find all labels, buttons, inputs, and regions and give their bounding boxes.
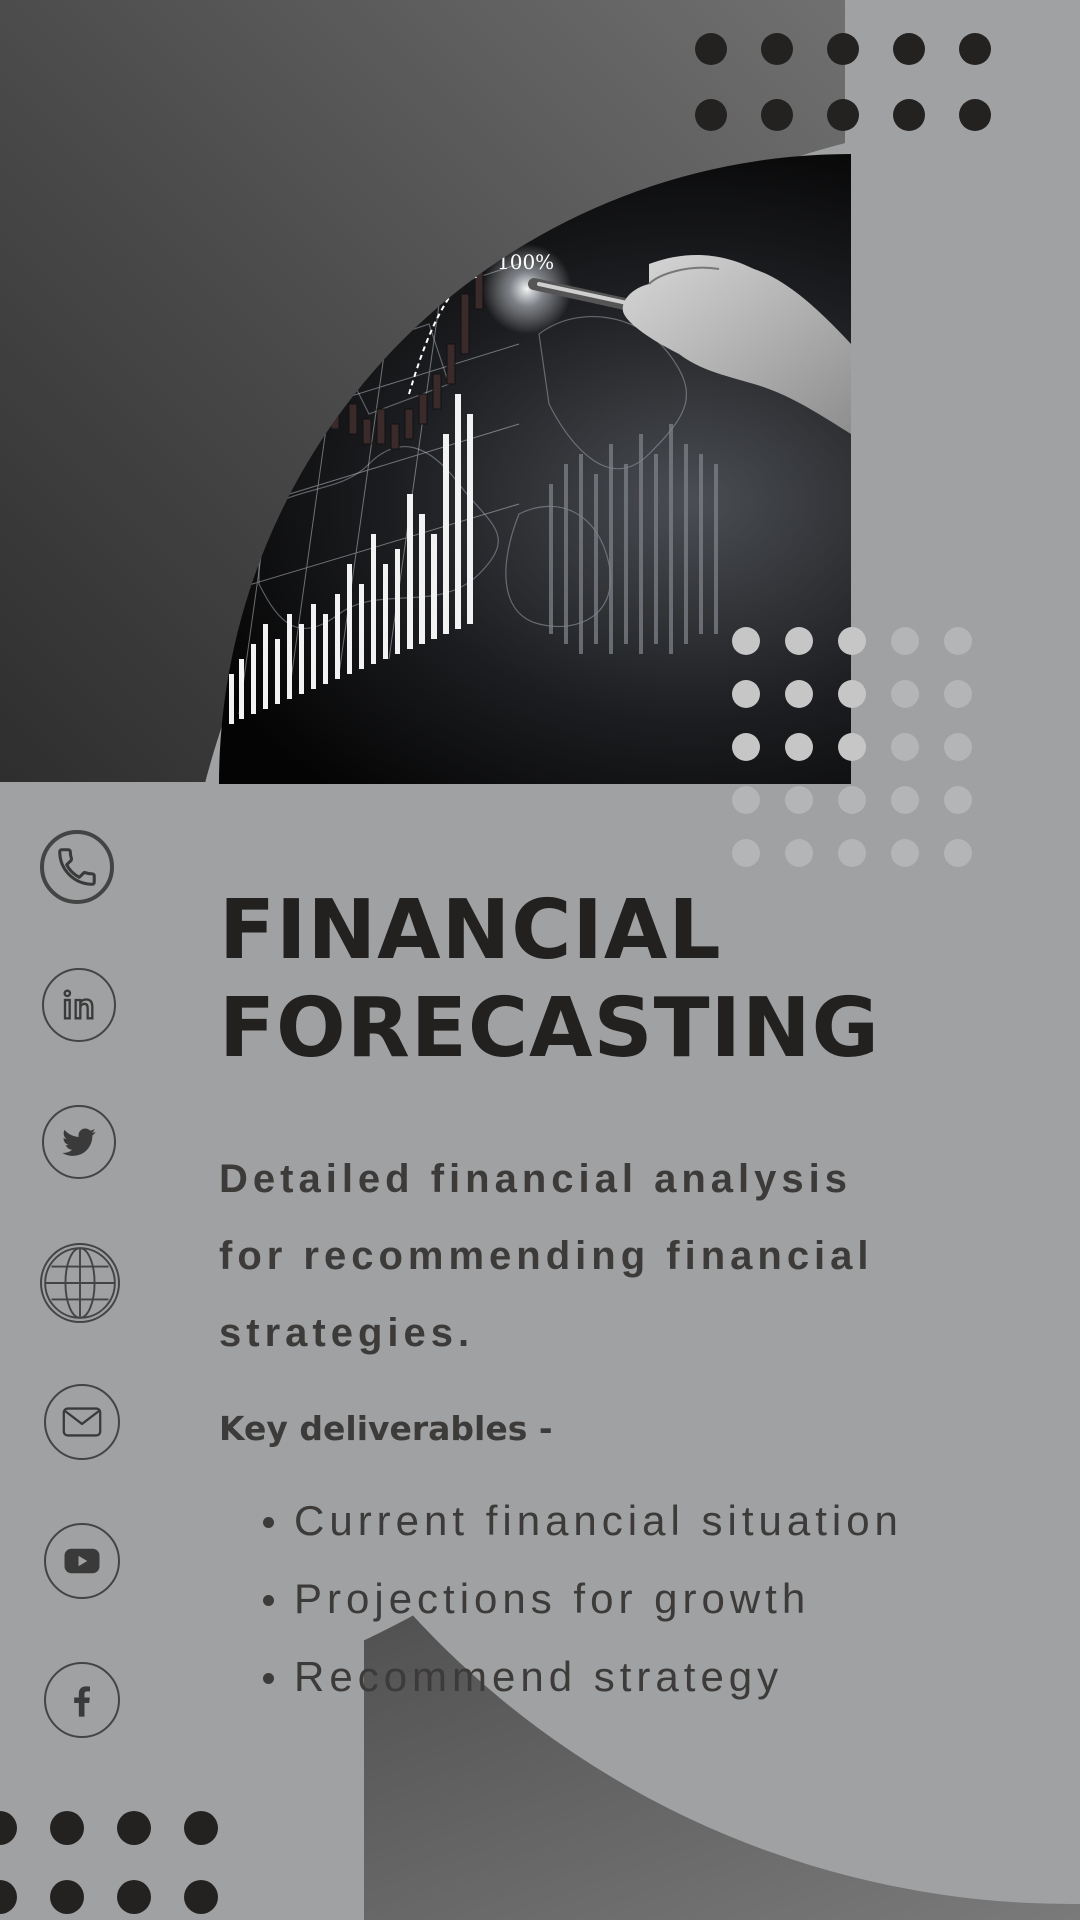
email-icon[interactable] <box>44 1384 120 1460</box>
deliverables-heading: Key deliverables - <box>219 1409 553 1448</box>
hand-with-pen <box>528 254 851 434</box>
middle-dot-pattern <box>732 627 972 867</box>
top-dot-pattern <box>695 33 991 131</box>
linkedin-icon[interactable] <box>42 968 116 1042</box>
list-item: Projections for growth <box>257 1560 903 1638</box>
deliverables-list: Current financial situation Projections … <box>257 1482 903 1716</box>
description-text: Detailed financial analysis for recommen… <box>219 1157 874 1355</box>
youtube-icon[interactable] <box>44 1523 120 1599</box>
bar-chart-bars <box>229 394 473 724</box>
chart-glow <box>482 244 572 334</box>
list-item: Current financial situation <box>257 1482 903 1560</box>
bottom-dot-pattern <box>0 1811 218 1914</box>
globe-icon[interactable] <box>40 1243 120 1323</box>
facebook-icon[interactable] <box>44 1662 120 1738</box>
phone-icon[interactable] <box>40 830 114 904</box>
poster-title: FINANCIAL FORECASTING <box>219 882 880 1078</box>
trend-arrow <box>408 271 470 395</box>
title-line-2: FORECASTING <box>219 981 880 1076</box>
list-item: Recommend strategy <box>257 1638 903 1716</box>
bottom-curve-mask <box>0 1248 1080 1920</box>
title-line-1: FINANCIAL <box>219 883 722 978</box>
twitter-icon[interactable] <box>42 1105 116 1179</box>
data-columns <box>549 424 718 654</box>
